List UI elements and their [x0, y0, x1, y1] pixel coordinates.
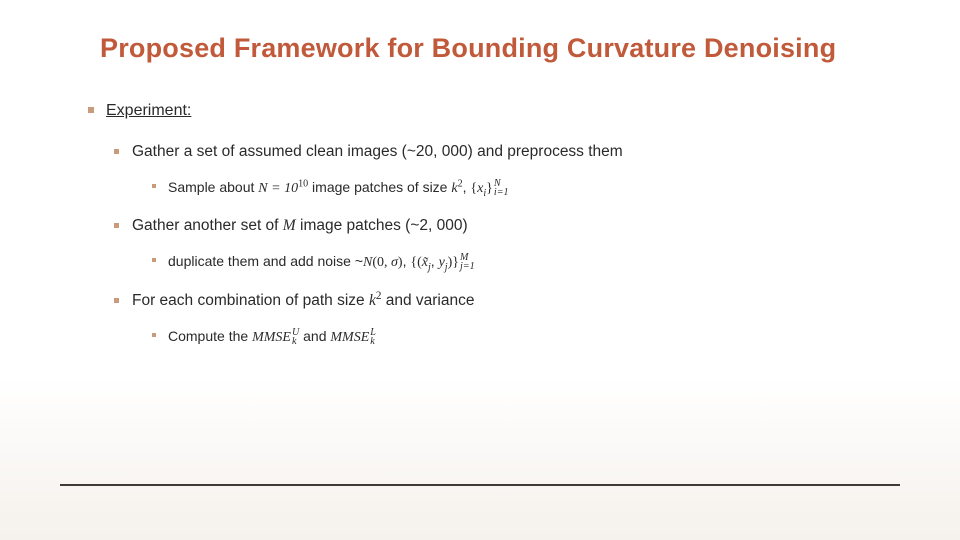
brace-close: )} — [448, 255, 459, 270]
slide-title: Proposed Framework for Bounding Curvatur… — [100, 32, 880, 66]
section-label: Experiment: — [106, 102, 880, 120]
text: ) and preprocess them — [468, 143, 623, 160]
bullet-list: Gather a set of assumed clean images (~2… — [118, 140, 880, 349]
text: Compute the — [168, 328, 252, 344]
text: Gather a set of assumed clean images ( — [132, 143, 407, 160]
text: ) — [462, 217, 467, 234]
brace-open: {( — [410, 255, 421, 270]
text: Gather another set of — [132, 217, 283, 234]
text: duplicate them and add noise — [168, 253, 355, 269]
math-text: k — [369, 292, 376, 309]
sub-list: Sample about N = 1010 image patches of s… — [154, 176, 880, 200]
list-item: duplicate them and add noise ~N(0, σ), {… — [154, 250, 880, 274]
list-item: Sample about N = 1010 image patches of s… — [154, 176, 880, 200]
math-text: N — [363, 255, 372, 270]
divider — [60, 484, 900, 486]
text: For each combination of path size — [132, 292, 369, 309]
subscript: k — [370, 337, 376, 346]
text: image patches ( — [296, 217, 411, 234]
superscript: 10 — [298, 178, 308, 189]
subscript: j=1 — [460, 262, 475, 271]
sup-sub-stack: Mj=1 — [460, 253, 475, 271]
math-text: MMSE — [330, 330, 369, 345]
subscript: i=1 — [494, 188, 509, 197]
math-text: N = 10 — [258, 181, 298, 196]
count: ~20, 000 — [407, 143, 468, 160]
math-text: MMSE — [252, 330, 291, 345]
text: ~ — [355, 253, 363, 269]
list-item: Compute the MMSEUk and MMSELk — [154, 325, 880, 349]
math-text: σ — [391, 255, 398, 270]
sub-list: Compute the MMSEUk and MMSELk — [154, 325, 880, 349]
list-item: Gather another set of M image patches (~… — [118, 214, 880, 274]
list-item: For each combination of path size k2 and… — [118, 289, 880, 349]
slide: Proposed Framework for Bounding Curvatur… — [0, 0, 960, 540]
text: image patches of size — [308, 179, 451, 195]
sub-list: duplicate them and add noise ~N(0, σ), {… — [154, 250, 880, 274]
text: , — [431, 253, 439, 269]
text: Sample about — [168, 179, 258, 195]
paren-open: (0, — [372, 255, 391, 270]
math-text: M — [283, 217, 296, 234]
count: ~2, 000 — [410, 217, 462, 234]
text: and variance — [381, 292, 474, 309]
text: and — [299, 328, 330, 344]
sup-sub-stack: Ni=1 — [494, 179, 509, 197]
list-item: Gather a set of assumed clean images (~2… — [118, 140, 880, 200]
sup-sub-stack: Lk — [370, 328, 376, 346]
brace-close: } — [486, 181, 493, 196]
